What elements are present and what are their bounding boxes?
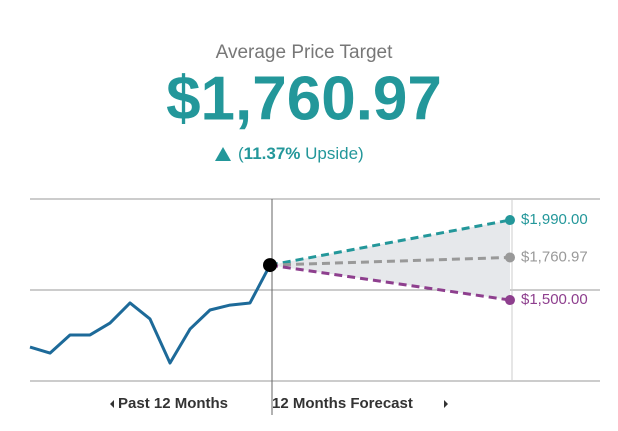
forecast-point	[505, 252, 515, 263]
past-label: Past 12 Months	[118, 395, 228, 412]
forecast-label: $1,500.00	[521, 291, 588, 308]
upside-pct: 11.37%	[244, 144, 301, 163]
subtitle-open: (	[238, 144, 244, 163]
forecast-label: $1,760.97	[521, 248, 588, 265]
forecast-label: 12 Months Forecast	[272, 395, 413, 412]
up-arrow	[215, 147, 231, 161]
left-arrow	[110, 400, 114, 408]
headline: $1,760.97	[166, 64, 442, 133]
forecast-line	[269, 255, 511, 267]
forecast-point	[505, 215, 515, 226]
current-point	[263, 258, 277, 273]
forecast-line	[269, 218, 511, 267]
right-arrow	[444, 400, 448, 408]
subtitle-close: Upside)	[300, 144, 363, 163]
title: Average Price Target	[216, 42, 393, 63]
forecast-point	[505, 295, 515, 306]
forecast-label: $1,990.00	[521, 211, 588, 228]
subtitle: (11.37% Upside)	[238, 144, 364, 163]
forecast-line	[269, 263, 511, 302]
history-line	[29, 264, 272, 365]
frame	[30, 198, 600, 415]
